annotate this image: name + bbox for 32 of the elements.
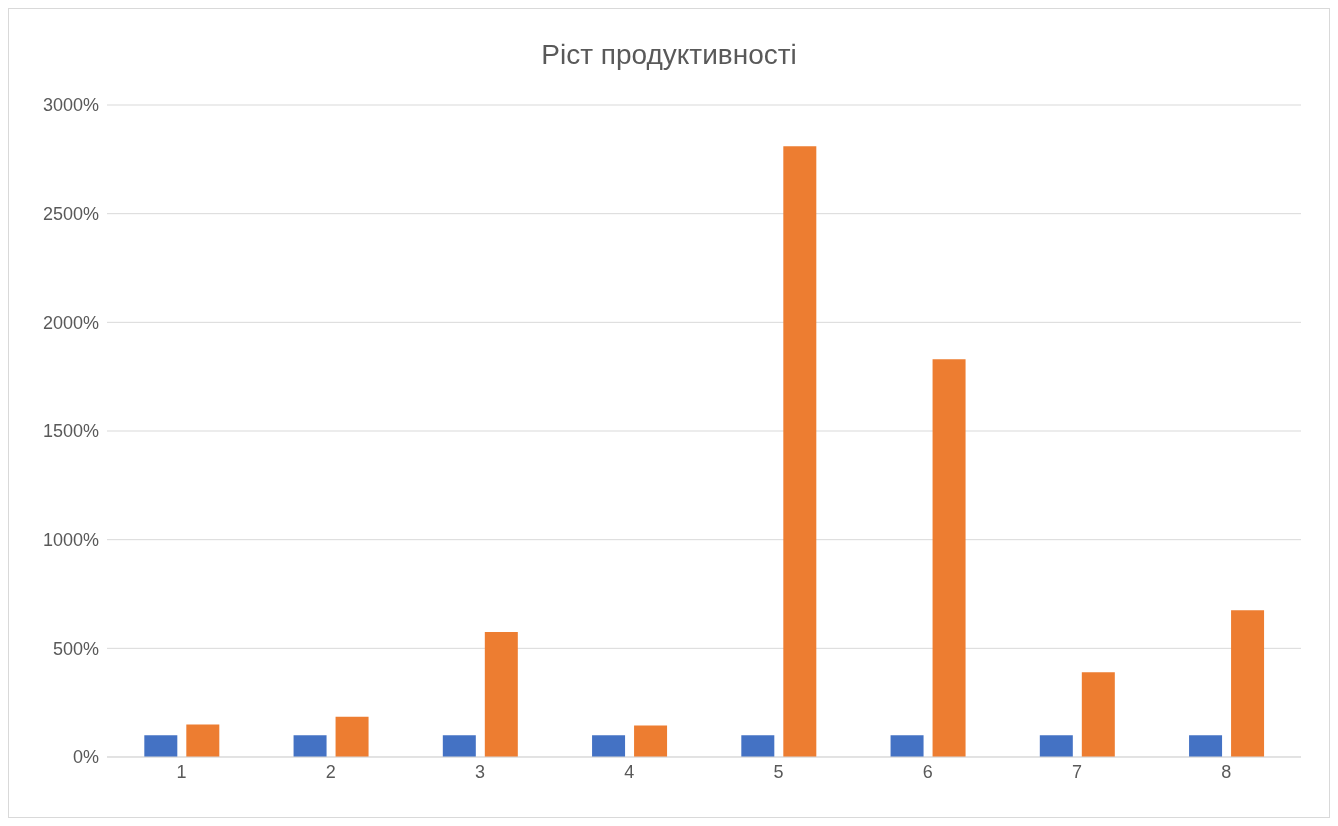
x-tick-label: 7 [1072,761,1083,782]
bar [1189,735,1223,757]
y-tick-label: 2500% [42,204,99,225]
y-tick-label: 3000% [42,95,99,116]
bar [634,725,668,757]
bar [890,735,924,757]
x-tick-label: 5 [773,761,784,782]
bar [484,632,518,757]
x-tick-label: 1 [176,761,187,782]
y-tick-label: 0% [72,747,99,768]
bar [1231,610,1265,757]
bar [932,359,966,757]
x-tick-label: 3 [475,761,486,782]
bar [144,735,178,757]
bar [1081,672,1115,757]
y-tick-label: 2000% [42,312,99,333]
bar [335,716,369,757]
x-tick-label: 6 [922,761,933,782]
bar [741,735,775,757]
x-tick-label: 2 [325,761,336,782]
bar [442,735,476,757]
y-tick-label: 1500% [42,421,99,442]
y-tick-label: 1000% [42,530,99,551]
x-tick-label: 4 [624,761,635,782]
bar [186,724,220,757]
bar [783,146,817,757]
x-tick-label: 8 [1221,761,1232,782]
y-tick-label: 500% [52,638,99,659]
bar [293,735,327,757]
bar [1039,735,1073,757]
bar [592,735,626,757]
chart-title: Ріст продуктивності [540,39,798,71]
